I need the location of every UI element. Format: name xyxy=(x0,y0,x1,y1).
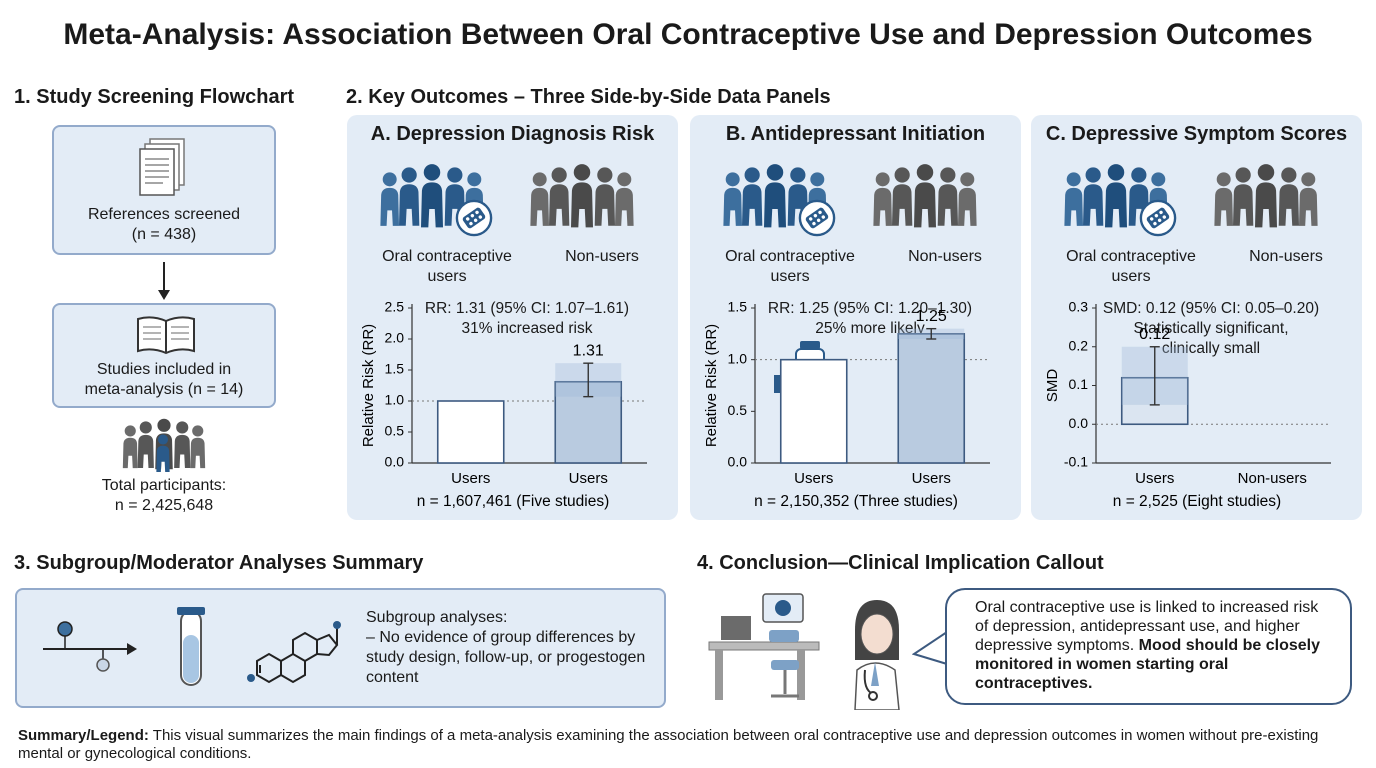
data-label: 1.25 xyxy=(916,308,947,325)
group-label: Oral contraceptive users xyxy=(725,248,855,285)
x-tick-label: Users xyxy=(794,470,833,487)
y-tick-label: 0.5 xyxy=(385,423,405,439)
group-label: Oral contraceptive users xyxy=(382,248,512,285)
total-participants: Total participants: n = 2,425,648 xyxy=(101,477,227,514)
data-label: 0.12 xyxy=(1139,326,1170,343)
group-label: Oral contraceptive users xyxy=(1066,248,1196,285)
group-label: Non-users xyxy=(908,248,982,265)
panel-title: B. Antidepressant Initiation xyxy=(725,123,986,145)
y-tick-label: 0.0 xyxy=(728,454,748,470)
y-tick-label: 0.0 xyxy=(385,454,405,470)
subgroup-box: Subgroup analyses: – No evidence of grou… xyxy=(15,588,666,708)
section-heading: 1. Study Screening Flowchart xyxy=(14,86,295,108)
y-tick-label: 2.5 xyxy=(385,299,405,315)
y-tick-label: 1.0 xyxy=(385,392,405,408)
summary: Summary/Legend: This visual summarizes t… xyxy=(18,727,1348,763)
annotation-line: RR: 1.31 (95% CI: 1.07–1.61) xyxy=(424,300,630,317)
page-title: Meta-Analysis: Association Between Oral … xyxy=(63,18,1313,51)
annotation-line: Statistically significant, xyxy=(1133,320,1289,337)
flow-step: Studies included in meta-analysis (n = 1… xyxy=(84,361,244,398)
annotation-line: 31% increased risk xyxy=(461,320,593,337)
panel-footer: n = 1,607,461 (Five studies) xyxy=(417,493,610,510)
bar xyxy=(779,358,848,464)
clinic-illustration xyxy=(708,593,900,710)
subgroup-intro: Subgroup analyses: xyxy=(366,609,508,626)
y-tick-label: 1.5 xyxy=(385,361,405,377)
x-tick-label: Users xyxy=(912,470,951,487)
panel-title: C. Depressive Symptom Scores xyxy=(1045,123,1348,145)
participants-icon xyxy=(114,418,214,472)
y-axis-label: SMD xyxy=(1044,369,1061,403)
flow-box: Studies included in meta-analysis (n = 1… xyxy=(52,303,276,408)
panel-title: A. Depression Diagnosis Risk xyxy=(370,123,655,145)
bar-chart: SMD -0.1 0.0 0.1 0.2 0.3 0.12 Users Non-users n =… xyxy=(1044,299,1331,510)
book-icon xyxy=(137,316,195,355)
section-heading: 3. Subgroup/Moderator Analyses Summary xyxy=(14,552,424,574)
annotation: RR: 1.25 (95% CI: 1.20–1.30) 25% more lik… xyxy=(740,299,1000,339)
conclusion-emphasis: Mood should be closely monitored in wome… xyxy=(975,637,1320,692)
y-tick-label: 1.5 xyxy=(728,299,748,315)
x-tick-label: Users xyxy=(451,470,490,487)
annotation-line: clinically small xyxy=(1161,340,1261,357)
section-heading: 2. Key Outcomes – Three Side-by-Side Dat… xyxy=(346,86,831,108)
flow-arrow xyxy=(158,262,170,300)
outcome-panel: B. Antidepressant Initiation Oral contrac… xyxy=(690,115,1021,520)
flow-step: References screened (n = 438) xyxy=(87,206,241,243)
annotation: SMD: 0.12 (95% CI: 0.05–0.20) Statistical… xyxy=(1081,299,1341,359)
bar-chart: Relative Risk (RR) 0.0 0.5 1.0 1.5 2.0 2.5 User… xyxy=(360,299,647,510)
y-tick-label: 2.0 xyxy=(385,330,405,346)
x-tick-label: Non-users xyxy=(1238,470,1307,487)
summary-label: Summary/Legend: xyxy=(18,727,149,744)
outcome-panel: A. Depression Diagnosis Risk Oral contrac… xyxy=(347,115,678,520)
group-label: Non-users xyxy=(565,248,639,265)
y-tick-label: 0.3 xyxy=(1069,299,1089,315)
x-tick-label: Users xyxy=(569,470,608,487)
y-tick-label: -0.1 xyxy=(1064,454,1088,470)
y-tick-label: 0.1 xyxy=(1069,376,1089,392)
annotation-line: RR: 1.25 (95% CI: 1.20–1.30) xyxy=(767,300,973,317)
annotation-line: 25% more likely xyxy=(815,320,925,337)
bubble-tail xyxy=(912,631,948,665)
bar xyxy=(897,333,966,464)
data-label: 1.31 xyxy=(573,342,604,359)
y-tick-label: 0.2 xyxy=(1069,337,1089,353)
subgroup-point: – No evidence of group differences by st… xyxy=(366,629,646,686)
y-axis-label: Relative Risk (RR) xyxy=(360,324,377,447)
panel-footer: n = 2,150,352 (Three studies) xyxy=(754,493,958,510)
annotation-line: SMD: 0.12 (95% CI: 0.05–0.20) xyxy=(1102,300,1320,317)
section-heading: 4. Conclusion—Clinical Implication Callo… xyxy=(697,552,1104,574)
y-tick-label: 1.0 xyxy=(728,350,748,366)
y-tick-label: 0.5 xyxy=(728,402,748,418)
x-tick-label: Users xyxy=(1135,470,1174,487)
bar xyxy=(436,400,505,464)
summary-text: This visual summarizes the main findings… xyxy=(18,727,1319,762)
subgroup-icons xyxy=(43,607,341,686)
conclusion-callout: Oral contraceptive use is linked to incr… xyxy=(945,588,1352,705)
panel-footer: n = 2,525 (Eight studies) xyxy=(1113,493,1281,510)
bar-chart: Relative Risk (RR) 0.0 0.5 1.0 1.5 Users 1.25 U… xyxy=(703,299,990,510)
flow-box: References screened (n = 438) xyxy=(52,125,276,255)
subgroup-text: Subgroup analyses: – No evidence of grou… xyxy=(366,608,656,688)
group-label: Non-users xyxy=(1249,248,1323,265)
annotation: RR: 1.31 (95% CI: 1.07–1.61) 31% increase… xyxy=(397,299,657,339)
document-icon xyxy=(139,138,185,196)
conclusion-text: Oral contraceptive use is linked to incr… xyxy=(975,599,1319,654)
y-tick-label: 0.0 xyxy=(1069,415,1089,431)
outcome-panel: C. Depressive Symptom Scores Oral contrac… xyxy=(1031,115,1362,520)
y-axis-label: Relative Risk (RR) xyxy=(703,324,720,447)
